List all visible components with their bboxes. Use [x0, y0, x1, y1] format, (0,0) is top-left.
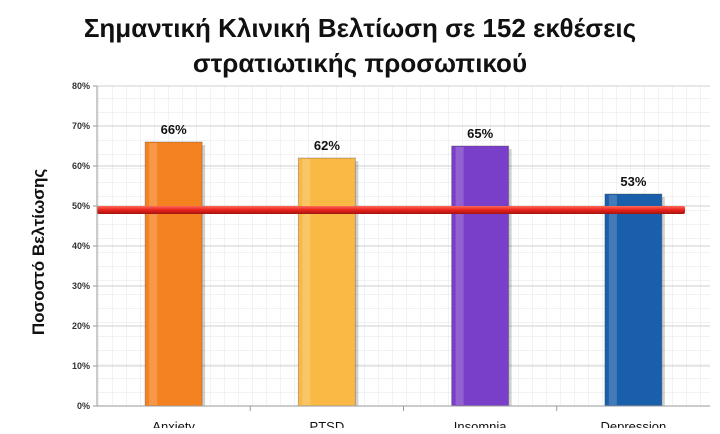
chart-title-line-1: Σημαντική Κλινική Βελτίωση σε 152 εκθέσε…: [84, 13, 636, 43]
bars: [144, 141, 665, 407]
bar: [297, 157, 356, 407]
bar-ptsd: [297, 157, 359, 407]
bar: [451, 145, 510, 407]
y-axis-label: Ποσοστό Βελτίωσης: [29, 169, 48, 335]
y-tick-label: 70%: [72, 121, 90, 131]
y-tick-label: 30%: [72, 281, 90, 291]
bar-highlight: [302, 159, 311, 405]
bar-highlight: [608, 195, 617, 405]
chart-title-line-2: στρατιωτικής προσωπικού: [193, 48, 527, 78]
y-tick-label: 10%: [72, 361, 90, 371]
reference-line: [97, 206, 685, 214]
data-label: 65%: [467, 126, 493, 141]
bar: [604, 193, 663, 407]
bottom-edge: [0, 428, 720, 434]
y-axis-ticks: 0% 10% 20% 30% 40% 50% 60% 70% 80%: [72, 81, 97, 411]
y-tick-label: 60%: [72, 161, 90, 171]
reference-line-bar: [97, 206, 685, 214]
bar-depression: [604, 193, 665, 407]
data-label: 53%: [620, 174, 646, 189]
bar-highlight: [455, 147, 464, 405]
bar-highlight: [149, 143, 158, 405]
y-tick-label: 50%: [72, 201, 90, 211]
data-label: 62%: [314, 138, 340, 153]
y-tick-label: 0%: [77, 401, 90, 411]
y-tick-label: 20%: [72, 321, 90, 331]
y-tick-label: 40%: [72, 241, 90, 251]
y-tick-label: 80%: [72, 81, 90, 91]
bar: [144, 141, 203, 407]
bar-insomnia: [451, 145, 512, 407]
bar-anxiety: [144, 141, 206, 407]
data-label: 66%: [161, 122, 187, 137]
data-labels: 66% 62% 65% 53%: [161, 122, 647, 189]
